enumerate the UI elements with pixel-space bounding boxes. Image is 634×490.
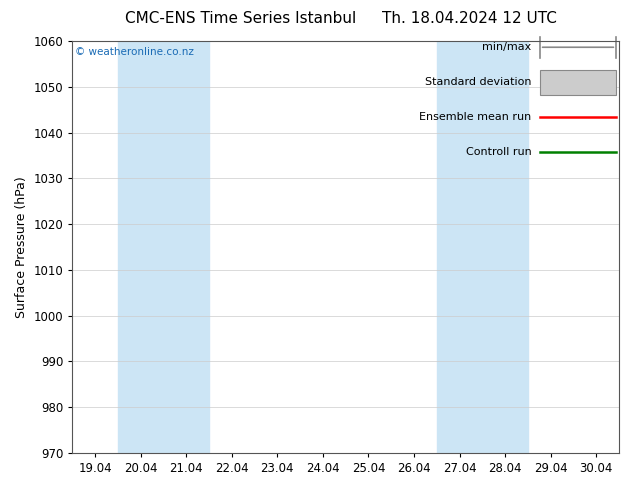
Text: Ensemble mean run: Ensemble mean run — [419, 112, 531, 122]
Text: CMC-ENS Time Series Istanbul: CMC-ENS Time Series Istanbul — [126, 11, 356, 26]
Text: Th. 18.04.2024 12 UTC: Th. 18.04.2024 12 UTC — [382, 11, 557, 26]
Bar — [118, 41, 209, 453]
Bar — [437, 41, 528, 453]
Text: Controll run: Controll run — [466, 147, 531, 157]
Text: © weatheronline.co.nz: © weatheronline.co.nz — [75, 47, 194, 57]
Y-axis label: Surface Pressure (hPa): Surface Pressure (hPa) — [15, 176, 28, 318]
Text: min/max: min/max — [482, 42, 531, 52]
Text: Standard deviation: Standard deviation — [425, 77, 531, 87]
FancyBboxPatch shape — [540, 70, 616, 95]
